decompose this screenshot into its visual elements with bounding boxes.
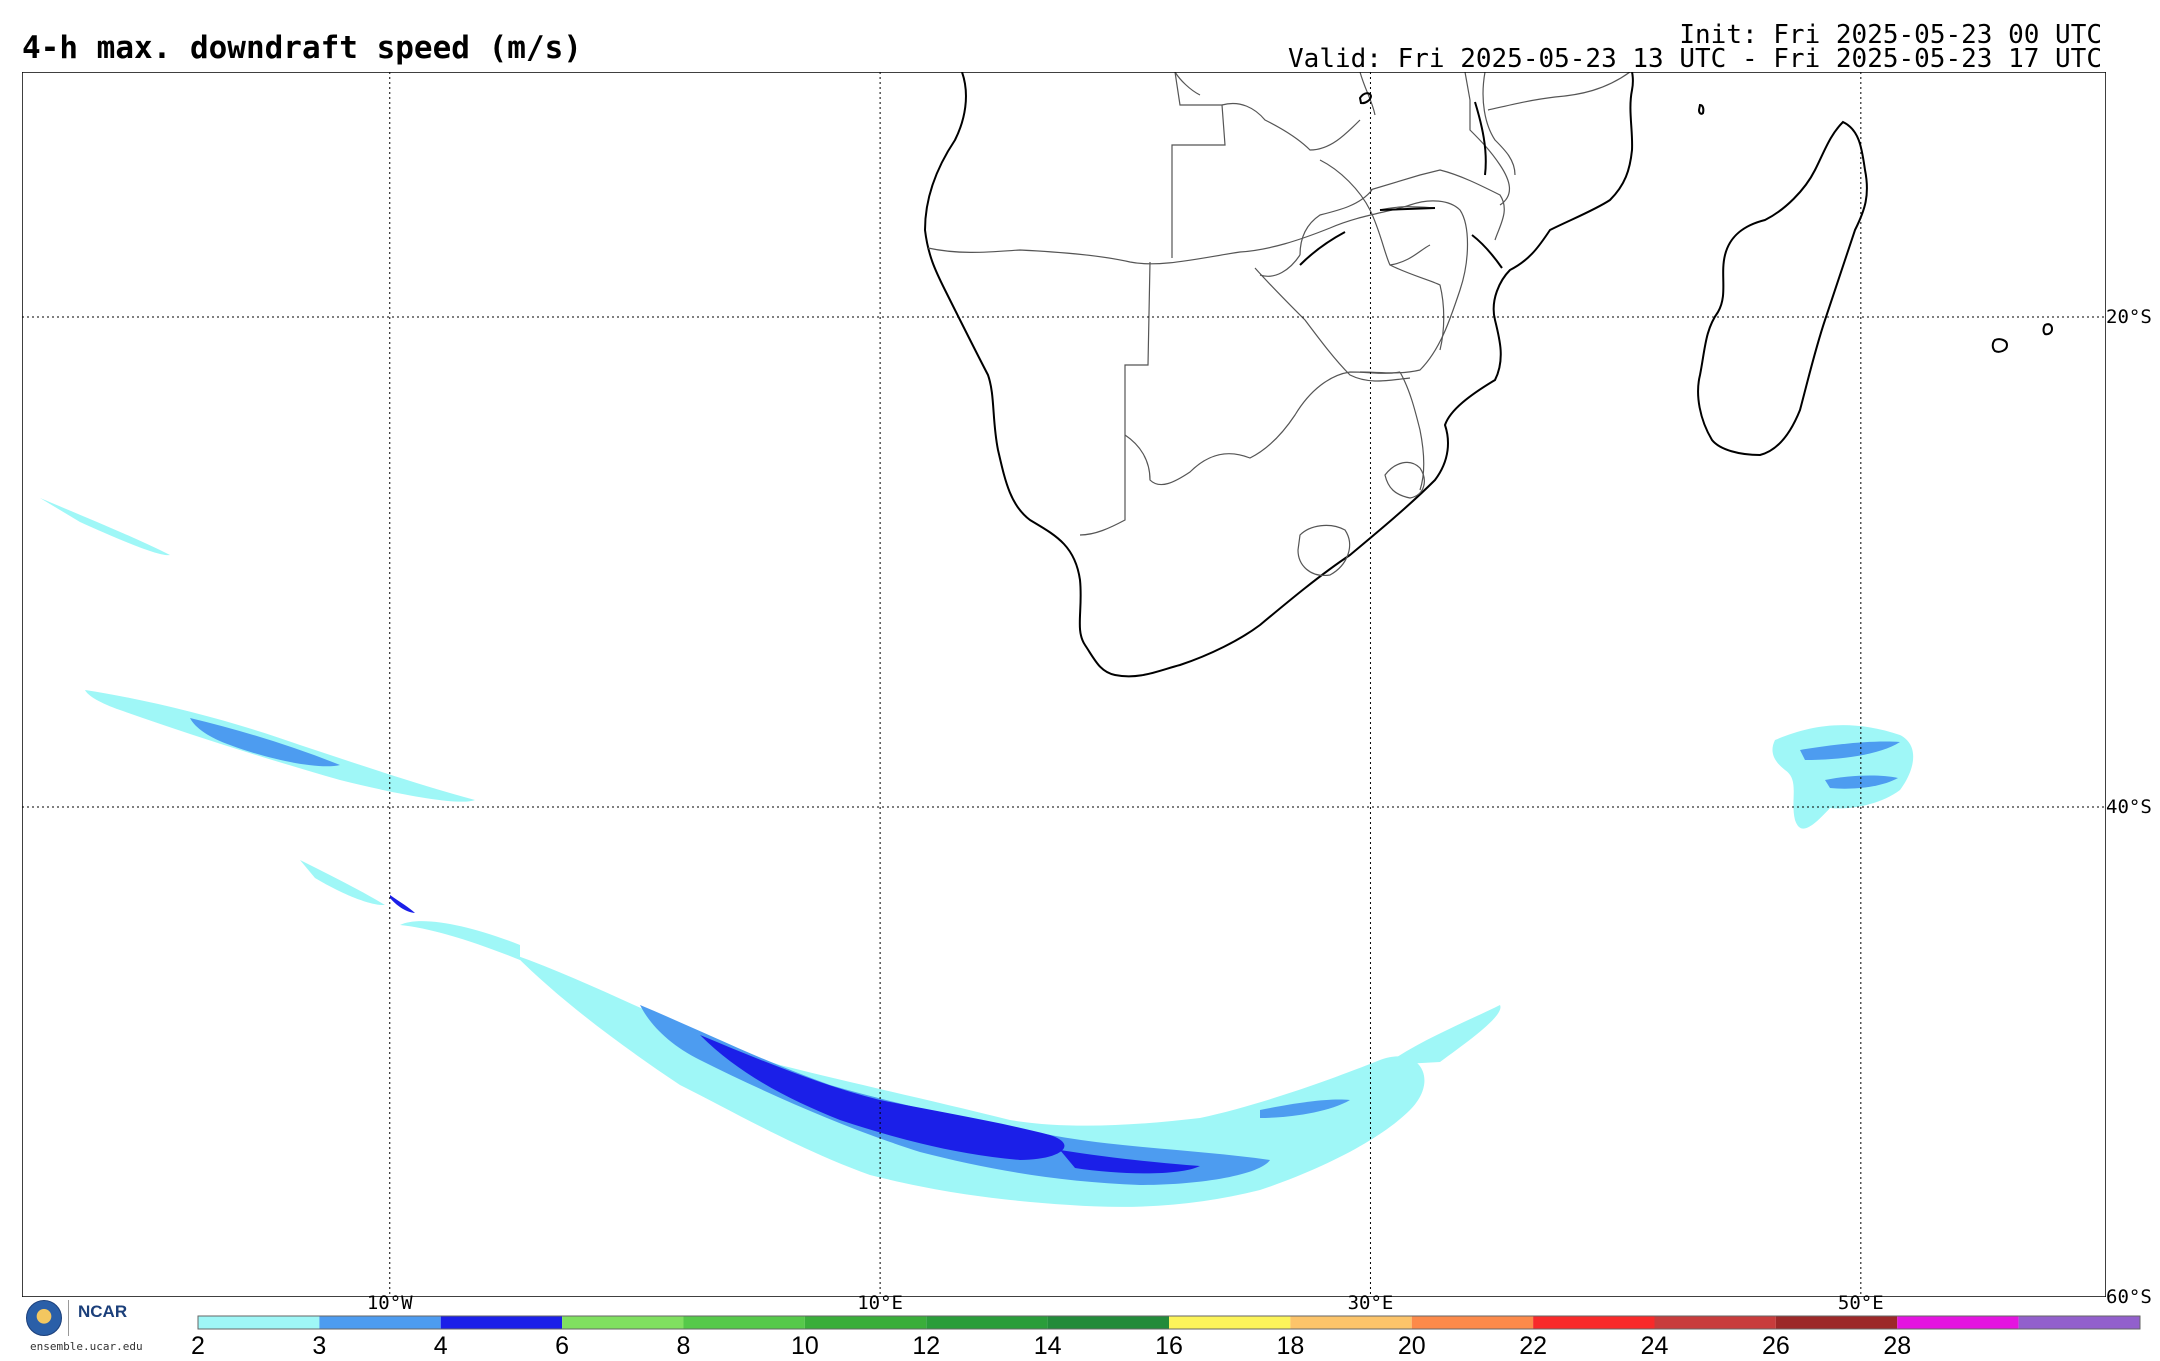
- country-borders: [927, 72, 1631, 577]
- downdraft-patch-indian-ocean: [1772, 725, 1914, 829]
- lakes: [1299, 92, 1503, 269]
- colorbar-tick-label: 2: [191, 1332, 205, 1360]
- lat-label: 20°S: [2106, 306, 2152, 328]
- colorbar-tick-label: 3: [312, 1332, 327, 1360]
- colorbar-tick-label: 8: [676, 1332, 691, 1360]
- colorbar-swatch: [1533, 1316, 1655, 1329]
- downdraft-level-3-patch: [1825, 775, 1898, 789]
- downdraft-level-2-fringe: [1385, 1005, 1501, 1065]
- colorbar-swatch: [562, 1316, 684, 1329]
- init-time: Init: Fri 2025-05-23 00 UTC: [1679, 20, 2102, 50]
- lat-label: 40°S: [2106, 796, 2152, 818]
- colorbar-swatch: [1169, 1316, 1291, 1329]
- map-title: 4-h max. downdraft speed (m/s): [22, 30, 582, 66]
- downdraft-level-4-band: [700, 1035, 1065, 1160]
- lon-label: 10°E: [857, 1292, 903, 1314]
- colorbar-swatch: [440, 1316, 563, 1329]
- valid-time: Valid: Fri 2025-05-23 13 UTC - Fri 2025-…: [1288, 44, 2102, 74]
- colorbar-swatch: [926, 1316, 1048, 1329]
- colorbar-swatch: [1290, 1316, 1412, 1329]
- lon-label: 30°E: [1347, 1292, 1394, 1314]
- downdraft-level-3-patch: [1800, 741, 1900, 760]
- lon-label: 50°E: [1837, 1292, 1884, 1314]
- africa-coastline: [923, 72, 1634, 678]
- colorbar-swatch: [319, 1316, 441, 1329]
- colorbar-tick-label: 26: [1761, 1332, 1790, 1360]
- downdraft-level-4-streak: [390, 895, 415, 913]
- colorbar-frame: [197, 1315, 2141, 1330]
- colorbar-tick-label: 28: [1883, 1332, 1912, 1360]
- colorbar-swatch: [1047, 1316, 1169, 1329]
- colorbar-swatch: [1411, 1316, 1534, 1329]
- downdraft-band-south-atlantic: [400, 921, 1501, 1207]
- colorbar-swatch: [1897, 1316, 2019, 1329]
- lat-label: 60°S: [2106, 1286, 2152, 1308]
- downdraft-level-2-fringe: [400, 921, 520, 960]
- colorbar-tick-label: 16: [1155, 1332, 1183, 1360]
- ncar-wordmark: NCAR: [78, 1302, 128, 1321]
- colorbar-tick-label: 20: [1397, 1332, 1426, 1360]
- logo-divider: [68, 1300, 69, 1336]
- nsf-seal-icon: [26, 1300, 62, 1336]
- colorbar-swatch: [198, 1316, 320, 1329]
- colorbar-swatch: [1654, 1316, 1776, 1329]
- colorbar-tick-label: 22: [1519, 1332, 1548, 1360]
- colorbar-tick-label: 4: [433, 1332, 448, 1360]
- colorbar-tick-label: 18: [1276, 1332, 1305, 1360]
- downdraft-level-4-band: [1060, 1150, 1200, 1174]
- colorbar-swatch: [2018, 1316, 2140, 1329]
- colorbar-swatch: [683, 1316, 805, 1329]
- downdraft-level-2-streak: [40, 498, 170, 556]
- colorbar-tick-label: 24: [1640, 1332, 1669, 1360]
- gridlines: [22, 72, 2106, 1297]
- nsf-ncar-logo: NCAR ensemble.ucar.edu: [22, 1298, 162, 1353]
- downdraft-streak-northwest: [40, 498, 475, 913]
- colorbar-swatch: [1775, 1316, 1898, 1329]
- downdraft-level-2-band: [515, 955, 1425, 1207]
- madagascar-coastline: [1697, 103, 2054, 457]
- plot-frame: [22, 72, 2106, 1297]
- colorbar-swatch: [804, 1316, 927, 1329]
- colorbar: [197, 1315, 2141, 1330]
- downdraft-level-3-streak: [1260, 1099, 1350, 1118]
- colorbar-tick-label: 14: [1033, 1332, 1062, 1360]
- colorbar-tick-label: 12: [912, 1332, 941, 1360]
- downdraft-level-2-streak: [300, 860, 385, 906]
- lon-label: 10°W: [366, 1292, 413, 1314]
- downdraft-level-2-patch: [1772, 725, 1914, 829]
- logo-url: ensemble.ucar.edu: [30, 1340, 143, 1353]
- downdraft-level-3-streak: [190, 718, 340, 767]
- colorbar-tick-label: 6: [555, 1332, 570, 1360]
- colorbar-tick-label: 10: [790, 1332, 819, 1360]
